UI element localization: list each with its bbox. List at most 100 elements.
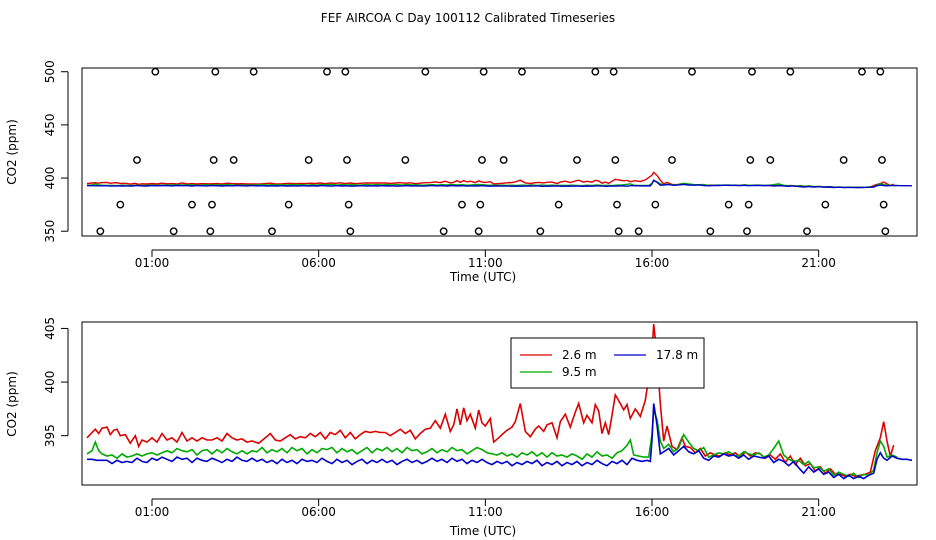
scatter-point bbox=[474, 227, 483, 236]
scatter-point bbox=[878, 156, 886, 164]
scatter-point bbox=[573, 156, 581, 164]
bottom-x-axis: 01:00 06:00 11:00 16:00 21:00 bbox=[135, 498, 836, 519]
y-tick-label: 395 bbox=[43, 424, 57, 447]
chart-legend: 2.6 m 9.5 m 17.8 m bbox=[510, 337, 705, 389]
x-tick-label: 11:00 bbox=[468, 505, 503, 519]
bottom-plot-frame bbox=[81, 321, 918, 486]
scatter-point bbox=[876, 67, 885, 76]
top-x-axis-label: Time (UTC) bbox=[449, 270, 516, 284]
series-line-9.5m bbox=[86, 409, 898, 479]
top-y-axis: 350 400 450 500 bbox=[43, 60, 69, 243]
scatter-point bbox=[96, 227, 105, 236]
scatter-point bbox=[343, 156, 351, 164]
scatter-point bbox=[651, 200, 660, 209]
top-y-axis-label: CO2 (ppm) bbox=[5, 119, 19, 185]
bottom-y-axis: 395 400 405 bbox=[43, 317, 69, 447]
scatter-point bbox=[613, 200, 621, 209]
scatter-point bbox=[803, 227, 811, 236]
scatter-point bbox=[879, 200, 888, 209]
scatter-point bbox=[479, 67, 488, 76]
scatter-point bbox=[268, 227, 276, 236]
top-panel: 01:00 06:00 11:00 16:00 21:00 350 400 450 500 T… bbox=[5, 60, 918, 284]
scatter-point bbox=[341, 67, 350, 76]
scatter-point bbox=[688, 67, 696, 76]
scatter-point bbox=[611, 156, 620, 164]
scatter-point bbox=[169, 227, 178, 236]
scatter-point bbox=[668, 156, 676, 164]
y-tick-label: 450 bbox=[43, 113, 57, 136]
scatter-point bbox=[304, 156, 313, 164]
scatter-point bbox=[706, 227, 715, 236]
scatter-point bbox=[858, 67, 866, 76]
scatter-point bbox=[554, 200, 563, 209]
bottom-series-lines bbox=[86, 324, 913, 480]
scatter-point bbox=[151, 67, 160, 76]
scatter-point bbox=[229, 156, 238, 164]
scatter-point bbox=[743, 227, 751, 236]
y-tick-label: 500 bbox=[43, 60, 57, 83]
scatter-point bbox=[188, 200, 196, 209]
scatter-point bbox=[724, 200, 733, 209]
x-tick-label: 01:00 bbox=[135, 505, 170, 519]
top-scatter-points bbox=[96, 67, 890, 236]
top-series-lines bbox=[86, 171, 913, 189]
scatter-point bbox=[323, 67, 331, 76]
scatter-point bbox=[881, 227, 890, 236]
x-tick-label: 06:00 bbox=[301, 505, 336, 519]
scatter-point bbox=[439, 227, 448, 236]
scatter-point bbox=[839, 156, 848, 164]
legend-label-17.8m: 17.8 m bbox=[656, 348, 698, 362]
scatter-point bbox=[401, 156, 410, 164]
x-tick-label: 21:00 bbox=[801, 505, 836, 519]
chart-title: FEF AIRCOA C Day 100112 Calibrated Times… bbox=[321, 11, 615, 25]
scatter-point bbox=[249, 67, 258, 76]
y-tick-label: 400 bbox=[43, 371, 57, 394]
legend-label-9.5m: 9.5 m bbox=[562, 365, 597, 379]
scatter-point bbox=[206, 227, 215, 236]
top-plot-frame bbox=[81, 67, 918, 237]
scatter-point bbox=[614, 227, 623, 236]
scatter-point bbox=[116, 200, 125, 209]
scatter-point bbox=[821, 200, 830, 209]
scatter-point bbox=[536, 227, 545, 236]
scatter-point bbox=[591, 67, 600, 76]
legend-label-2.6m: 2.6 m bbox=[562, 348, 597, 362]
bottom-x-axis-label: Time (UTC) bbox=[449, 524, 516, 538]
scatter-point bbox=[209, 156, 218, 164]
scatter-point bbox=[346, 227, 355, 236]
scatter-point bbox=[421, 67, 430, 76]
scatter-point bbox=[458, 200, 466, 209]
scatter-point bbox=[744, 200, 753, 209]
series-line-17.8m bbox=[87, 179, 913, 189]
scatter-point bbox=[284, 200, 293, 209]
x-tick-label: 16:00 bbox=[635, 256, 670, 270]
x-tick-label: 16:00 bbox=[635, 505, 670, 519]
scatter-point bbox=[766, 156, 775, 164]
bottom-panel: 01:00 06:00 11:00 16:00 21:00 395 400 405 Time… bbox=[5, 317, 918, 538]
scatter-point bbox=[476, 200, 485, 209]
y-tick-label: 350 bbox=[43, 220, 57, 243]
scatter-point bbox=[746, 156, 755, 164]
series-line-17.8m bbox=[87, 403, 913, 480]
x-tick-label: 01:00 bbox=[135, 256, 170, 270]
scatter-point bbox=[518, 67, 526, 76]
scatter-point bbox=[133, 156, 141, 164]
scatter-point bbox=[786, 67, 795, 76]
scatter-point bbox=[634, 227, 643, 236]
bottom-y-axis-label: CO2 (ppm) bbox=[5, 371, 19, 437]
y-tick-label: 405 bbox=[43, 317, 57, 340]
x-tick-label: 06:00 bbox=[301, 256, 336, 270]
scatter-point bbox=[748, 67, 756, 76]
legend-box bbox=[510, 337, 705, 389]
y-tick-label: 400 bbox=[43, 167, 57, 190]
x-tick-label: 21:00 bbox=[801, 256, 836, 270]
scatter-point bbox=[208, 200, 216, 209]
top-x-axis: 01:00 06:00 11:00 16:00 21:00 bbox=[135, 249, 836, 270]
scatter-point bbox=[478, 156, 486, 164]
scatter-point bbox=[344, 200, 353, 209]
scatter-point bbox=[499, 156, 508, 164]
scatter-point bbox=[211, 67, 220, 76]
scatter-point bbox=[609, 67, 618, 76]
x-tick-label: 11:00 bbox=[468, 256, 503, 270]
